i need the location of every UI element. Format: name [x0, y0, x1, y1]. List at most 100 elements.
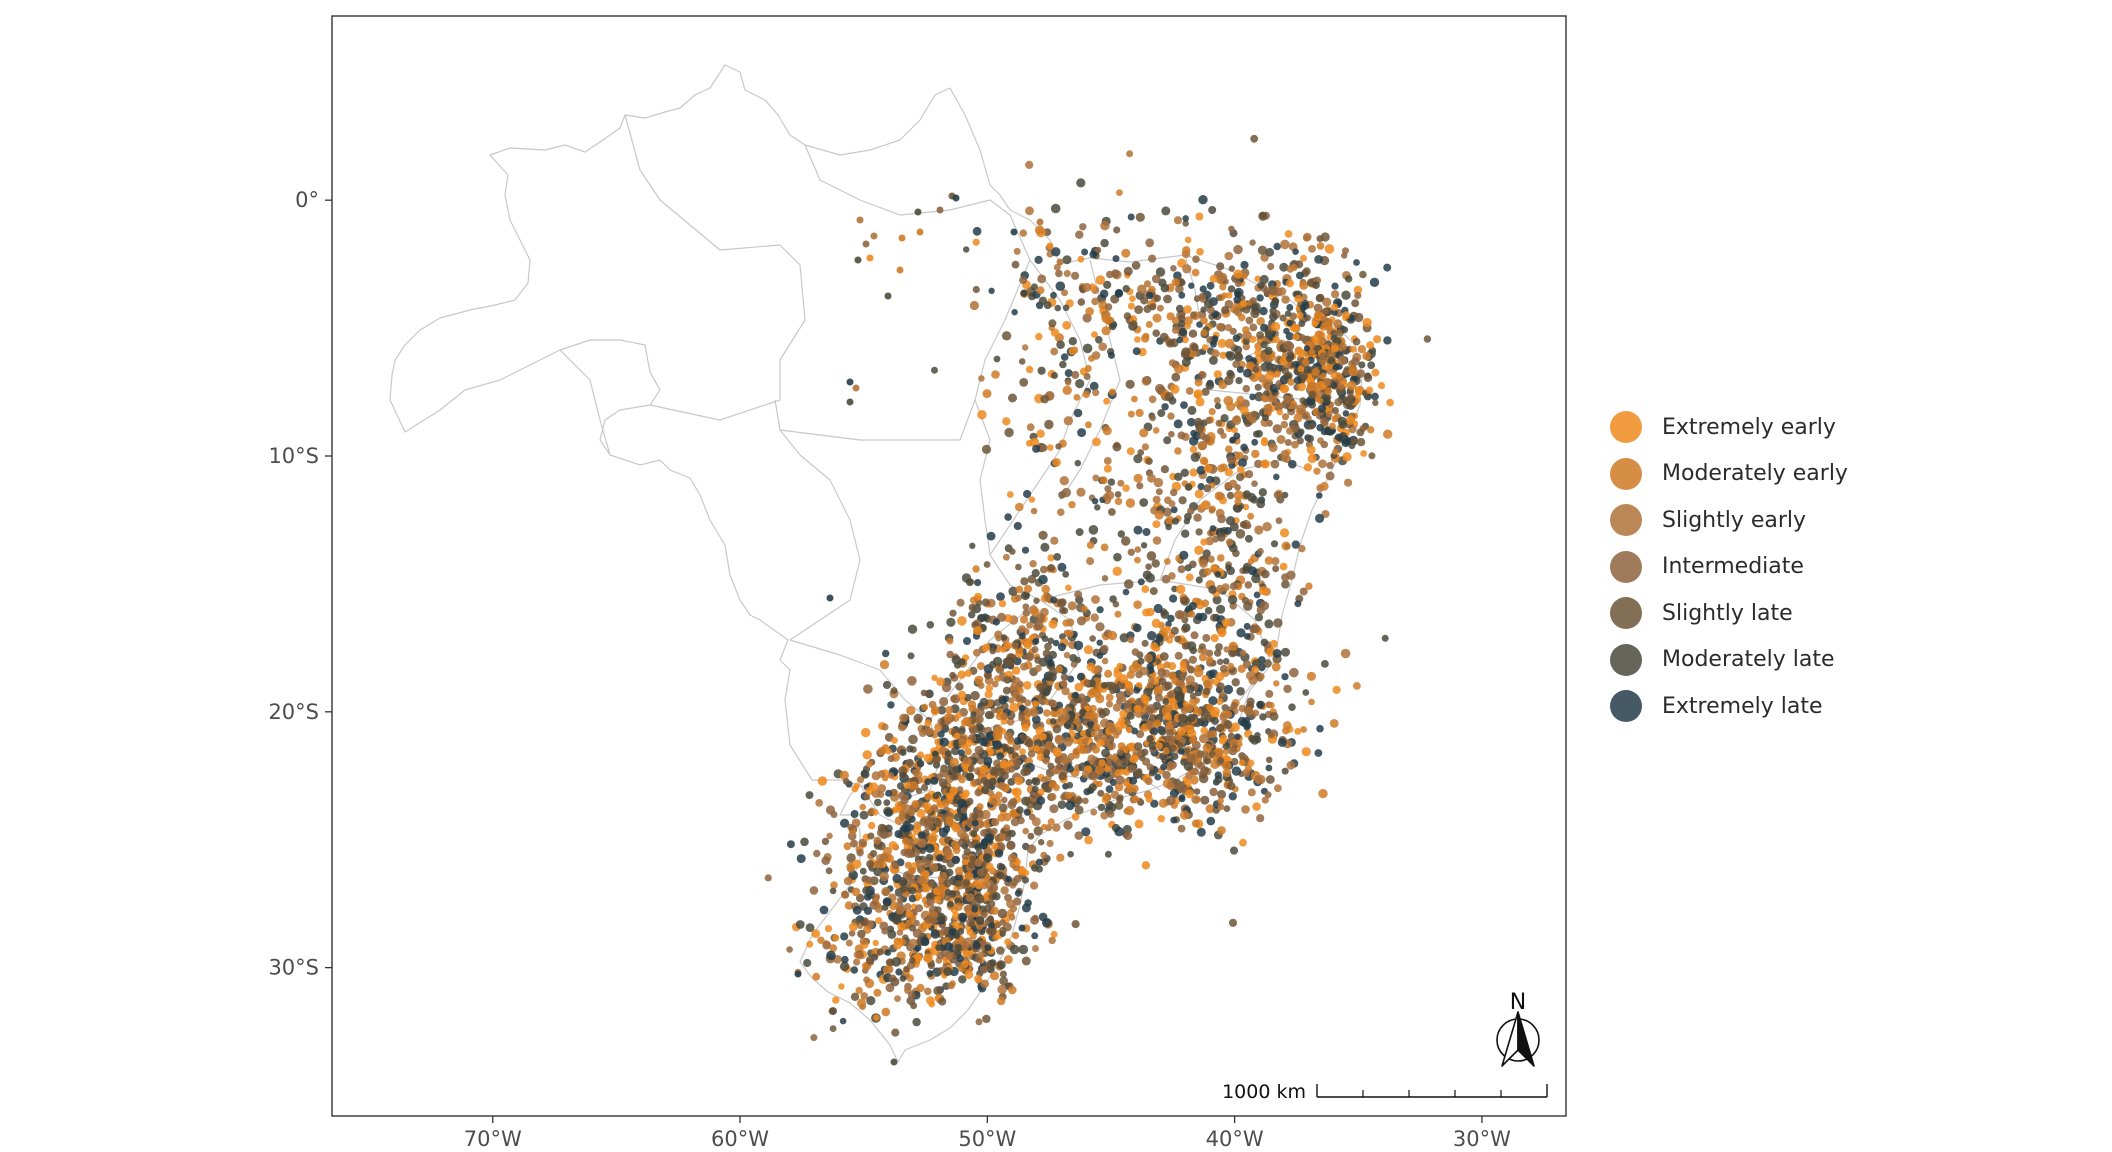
municipality-point	[1127, 302, 1135, 310]
municipality-point	[1036, 753, 1045, 761]
municipality-point	[1217, 627, 1227, 638]
municipality-point	[930, 929, 940, 939]
municipality-point	[1103, 765, 1111, 773]
municipality-point	[1234, 352, 1244, 362]
municipality-point	[1270, 540, 1279, 548]
municipality-point	[981, 598, 990, 607]
municipality-point	[1269, 312, 1278, 322]
legend-label: Moderately late	[1662, 647, 1835, 673]
municipality-point	[1031, 932, 1039, 940]
municipality-point	[1074, 590, 1083, 599]
municipality-point	[1004, 938, 1012, 946]
municipality-point	[1069, 654, 1078, 662]
municipality-point	[1026, 844, 1037, 854]
municipality-point	[871, 809, 879, 816]
municipality-point	[1175, 284, 1184, 294]
municipality-point	[917, 831, 926, 840]
municipality-point	[1221, 760, 1232, 771]
municipality-point	[1350, 437, 1358, 446]
municipality-point	[1021, 956, 1031, 966]
municipality-point	[1009, 548, 1016, 555]
municipality-point	[877, 784, 887, 793]
municipality-point	[945, 816, 954, 825]
municipality-point	[906, 974, 914, 982]
municipality-point	[862, 750, 872, 760]
municipality-point	[1030, 283, 1038, 291]
municipality-point	[1256, 814, 1265, 823]
municipality-point	[988, 922, 995, 929]
municipality-point	[938, 747, 946, 754]
municipality-point	[1025, 779, 1033, 786]
municipality-point	[1145, 720, 1155, 729]
municipality-point	[998, 803, 1008, 813]
municipality-point	[951, 823, 961, 833]
municipality-point	[1222, 742, 1230, 750]
municipality-point	[1098, 710, 1107, 719]
municipality-point	[1203, 757, 1211, 765]
municipality-point	[1025, 160, 1034, 169]
municipality-point	[1103, 464, 1112, 473]
municipality-point	[1079, 223, 1087, 231]
municipality-point	[1125, 379, 1135, 389]
municipality-point	[990, 906, 1000, 915]
municipality-point	[1242, 503, 1250, 511]
municipality-point	[1126, 711, 1135, 720]
municipality-point	[1228, 225, 1235, 233]
municipality-point	[884, 292, 892, 300]
municipality-point	[1006, 746, 1015, 755]
municipality-point	[1100, 718, 1110, 728]
municipality-point	[1253, 430, 1260, 438]
municipality-point	[1187, 729, 1197, 739]
municipality-point	[1217, 554, 1225, 562]
municipality-point	[1292, 333, 1300, 341]
municipality-point	[881, 723, 889, 731]
municipality-point	[1226, 402, 1236, 412]
municipality-point	[1243, 622, 1251, 630]
municipality-point	[1227, 285, 1236, 293]
municipality-point	[851, 887, 861, 897]
municipality-point	[1214, 491, 1224, 501]
municipality-point	[1194, 489, 1204, 499]
municipality-point	[1338, 383, 1345, 390]
municipality-point	[877, 746, 887, 756]
municipality-point	[1366, 341, 1375, 350]
scale-bar-label: 1000 km	[1222, 1081, 1306, 1103]
municipality-point	[1259, 306, 1268, 316]
municipality-point	[1174, 782, 1183, 791]
municipality-point	[882, 680, 892, 690]
municipality-point	[1296, 437, 1304, 445]
municipality-point	[950, 694, 961, 704]
municipality-point	[996, 862, 1005, 871]
municipality-point	[1123, 266, 1133, 276]
municipality-point	[937, 705, 947, 715]
municipality-point	[923, 802, 932, 811]
municipality-point	[1255, 371, 1262, 378]
municipality-point	[1090, 808, 1098, 816]
municipality-point	[1162, 747, 1170, 755]
municipality-point	[1274, 401, 1283, 410]
municipality-point	[1197, 483, 1205, 491]
municipality-point	[1228, 479, 1238, 488]
municipality-point	[1121, 248, 1131, 258]
municipality-point	[1276, 408, 1283, 416]
municipality-point	[1002, 686, 1011, 695]
municipality-point	[1214, 649, 1222, 657]
municipality-point	[1085, 307, 1094, 316]
municipality-point	[1033, 620, 1044, 631]
municipality-point	[1271, 297, 1280, 305]
municipality-point	[929, 917, 938, 925]
municipality-point	[1191, 819, 1200, 828]
municipality-point	[912, 768, 920, 777]
municipality-point	[1096, 780, 1103, 787]
state-border-rondonia	[559, 349, 611, 456]
municipality-point	[1206, 656, 1214, 664]
municipality-point	[897, 877, 907, 886]
municipality-point	[1060, 673, 1069, 681]
municipality-point	[826, 832, 833, 839]
municipality-point	[805, 923, 815, 932]
municipality-point	[1081, 827, 1091, 837]
municipality-point	[1050, 596, 1058, 604]
municipality-point	[1238, 759, 1246, 767]
municipality-point	[1198, 371, 1207, 379]
municipality-point	[895, 968, 903, 976]
